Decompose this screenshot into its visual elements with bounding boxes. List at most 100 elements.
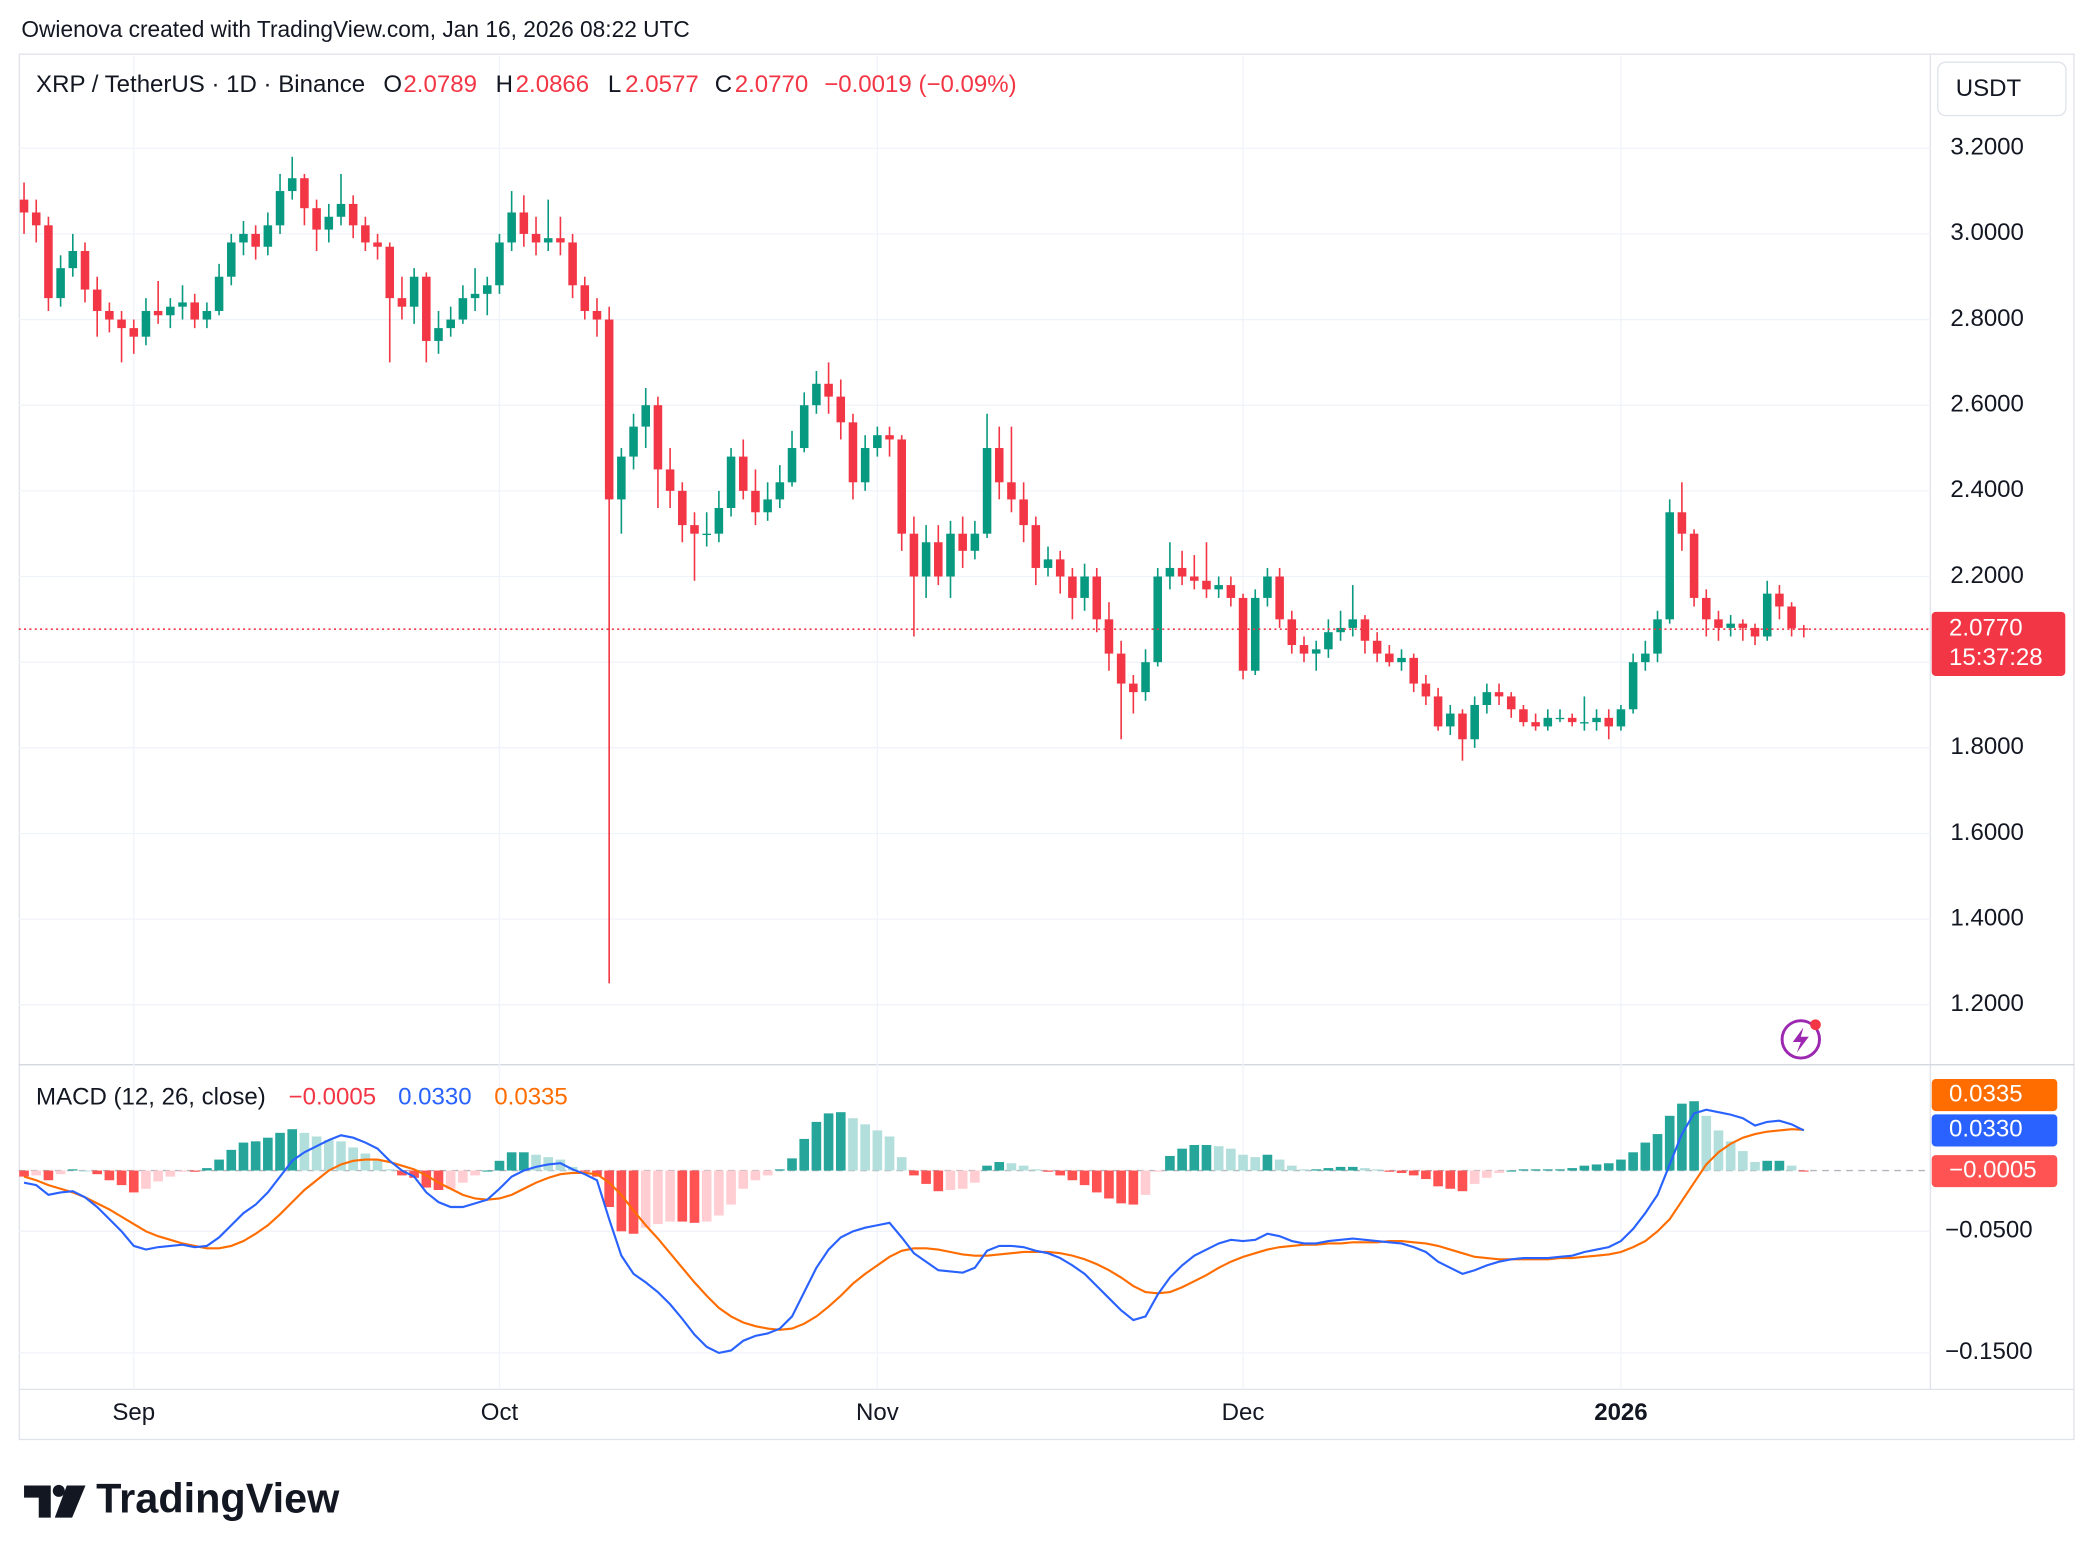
macd-histogram-bar	[1774, 1160, 1785, 1171]
candle-body	[1336, 627, 1345, 633]
macd-histogram-bar	[1274, 1159, 1285, 1171]
candle-body	[970, 533, 980, 551]
macd-histogram-value-box	[1931, 1155, 2058, 1188]
candle-body	[556, 238, 565, 243]
logo-mark[interactable]	[24, 1485, 51, 1518]
alert-ring[interactable]	[1780, 1019, 1821, 1060]
candle-body	[446, 319, 455, 329]
candle-body	[592, 310, 602, 320]
candle-body	[1775, 593, 1784, 607]
logo-mark[interactable]	[52, 1484, 65, 1497]
macd-histogram-bar	[1287, 1165, 1297, 1171]
currency-button[interactable]	[1937, 61, 2067, 117]
macd-histogram-bar	[519, 1152, 529, 1171]
candle-body	[422, 276, 431, 341]
macd-histogram-bar	[506, 1152, 517, 1171]
candle-body	[531, 233, 541, 243]
candle-body	[19, 199, 29, 213]
alert-dot[interactable]	[1810, 1019, 1821, 1031]
y-tick-label: 2.4000	[1950, 476, 2024, 503]
macd-histogram-bar	[1652, 1134, 1663, 1171]
candle-body	[885, 435, 894, 440]
macd-histogram-bar	[1445, 1170, 1456, 1189]
last-price-label: 2.0770	[1949, 615, 2023, 642]
macd-histogram-bar	[640, 1170, 651, 1228]
macd-title: MACD (12, 26, close)	[36, 1083, 266, 1110]
x-tick-label: 2026	[1594, 1399, 1647, 1426]
candle-body	[251, 233, 260, 247]
candle-body	[178, 302, 187, 307]
logo[interactable]: TradingView	[24, 1476, 340, 1522]
logo-mark[interactable]	[54, 1485, 86, 1518]
candle-body	[946, 533, 955, 577]
y-tick-label: 3.2000	[1950, 134, 2024, 161]
candle-body	[1653, 619, 1662, 654]
candle-body	[129, 328, 139, 337]
candle-body	[860, 448, 870, 483]
candle-body	[117, 319, 126, 329]
macd-histogram-bar	[1299, 1169, 1309, 1171]
macd-histogram-bar	[214, 1159, 224, 1171]
candle-body	[958, 533, 967, 551]
macd-histogram-bar	[1664, 1115, 1675, 1171]
candle-body	[824, 383, 833, 397]
candle-body	[1702, 597, 1711, 620]
candle-body	[982, 448, 992, 534]
candle-body	[1714, 619, 1723, 628]
macd-histogram-bar	[1567, 1168, 1577, 1171]
macd-histogram-bar	[384, 1169, 395, 1171]
change-label: −0.0019 (−0.09%)	[824, 71, 1016, 98]
macd-histogram-bar	[714, 1170, 724, 1216]
macd-histogram-label: −0.0005	[289, 1083, 377, 1110]
macd-histogram-bar	[494, 1160, 505, 1171]
candle-body	[1665, 512, 1674, 620]
candle-body	[1165, 567, 1175, 577]
macd-histogram-bar	[67, 1169, 78, 1171]
candle-body	[787, 448, 797, 483]
candle-body	[934, 542, 943, 577]
macd-histogram-bar	[1201, 1144, 1212, 1171]
macd-histogram-bar	[360, 1153, 371, 1171]
candle-body	[1360, 619, 1370, 641]
macd-histogram-bar	[604, 1170, 614, 1208]
macd-histogram-bar	[653, 1170, 663, 1225]
macd-histogram-bar	[1738, 1151, 1748, 1171]
candle-body	[31, 212, 41, 226]
macd-histogram-bar	[1677, 1103, 1687, 1171]
candle-body	[1287, 619, 1297, 646]
candle-body	[1604, 717, 1614, 727]
macd-histogram-bar	[1640, 1142, 1651, 1171]
macd-histogram-bar	[933, 1170, 944, 1192]
macd-histogram-bar	[104, 1170, 115, 1181]
candle-body	[1068, 576, 1077, 598]
macd-histogram-bar	[1506, 1170, 1517, 1172]
macd-histogram-bar	[1762, 1160, 1773, 1171]
macd-histogram-bar	[1384, 1170, 1395, 1172]
currency-label[interactable]: USDT	[1956, 75, 2022, 102]
macd-histogram-bar	[860, 1124, 870, 1171]
macd-histogram-bar	[1213, 1146, 1224, 1171]
symbol-label: XRP / TetherUS · 1D · Binance	[36, 71, 365, 98]
macd-histogram-bar	[336, 1141, 346, 1171]
macd-histogram-bar	[263, 1137, 273, 1171]
candle-body	[507, 212, 516, 243]
macd-histogram-bar	[1494, 1170, 1504, 1173]
candle-body	[690, 525, 699, 534]
candle-body	[287, 178, 297, 192]
logo-text[interactable]: TradingView	[96, 1476, 340, 1522]
macd-histogram-bar	[275, 1132, 285, 1171]
macd-histogram-bar	[945, 1170, 956, 1190]
macd-histogram-bar	[1055, 1170, 1066, 1176]
alert-icon[interactable]	[1780, 1019, 1821, 1060]
candle-body	[153, 310, 163, 316]
candle-body	[44, 225, 53, 299]
candle-body	[1202, 580, 1211, 590]
macd-histogram-bar	[1542, 1169, 1553, 1171]
macd-histogram-bar	[1323, 1168, 1334, 1171]
macd-histogram-bar	[762, 1170, 773, 1176]
alert-bolt[interactable]	[1792, 1027, 1809, 1053]
candle-body	[1348, 619, 1358, 628]
candle-body	[775, 482, 785, 500]
